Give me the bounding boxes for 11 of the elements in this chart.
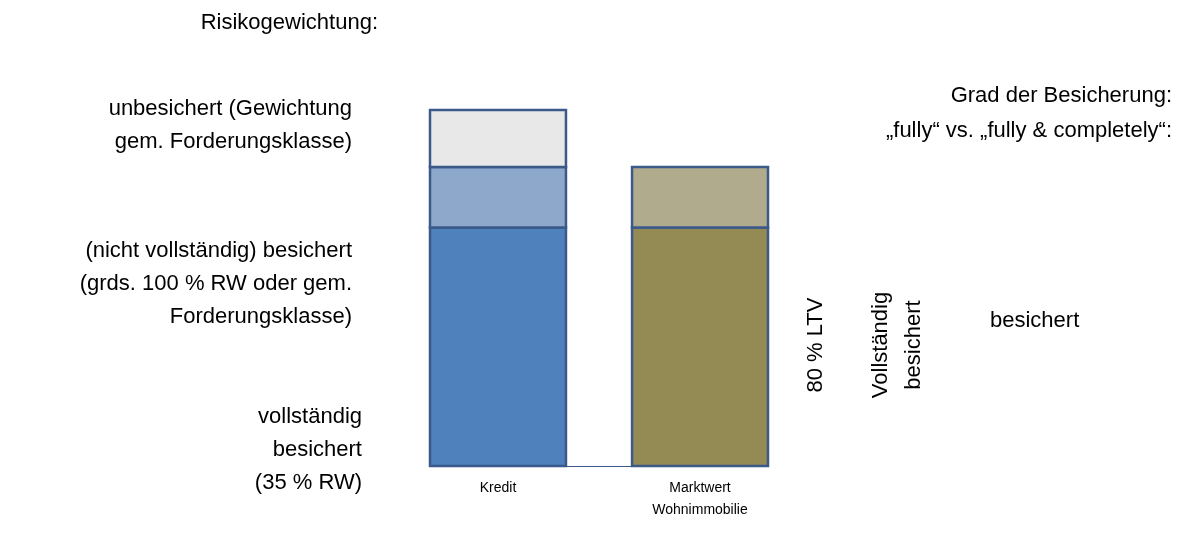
text: unbesichert (Gewichtung gem. Forderungsklasse)	[108, 95, 352, 153]
x-tick-label: Kredit	[479, 478, 517, 495]
text: „fully“ vs. „fully & completely“:	[885, 117, 1172, 142]
x-tick-label: Marktwert Wohnimmobilie	[652, 478, 748, 517]
text: vollständig besichert (35 % RW)	[254, 403, 362, 494]
text: Risikogewichtung:	[200, 9, 378, 34]
text: Vollständig besichert	[867, 291, 925, 399]
text: 80 % LTV	[802, 297, 827, 393]
text: besichert	[990, 307, 1080, 332]
text: Grad der Besicherung:	[950, 82, 1172, 107]
text: (nicht vollständig) besichert (grds. 100 % RW oder gem. Forderungsklasse)	[79, 237, 352, 328]
